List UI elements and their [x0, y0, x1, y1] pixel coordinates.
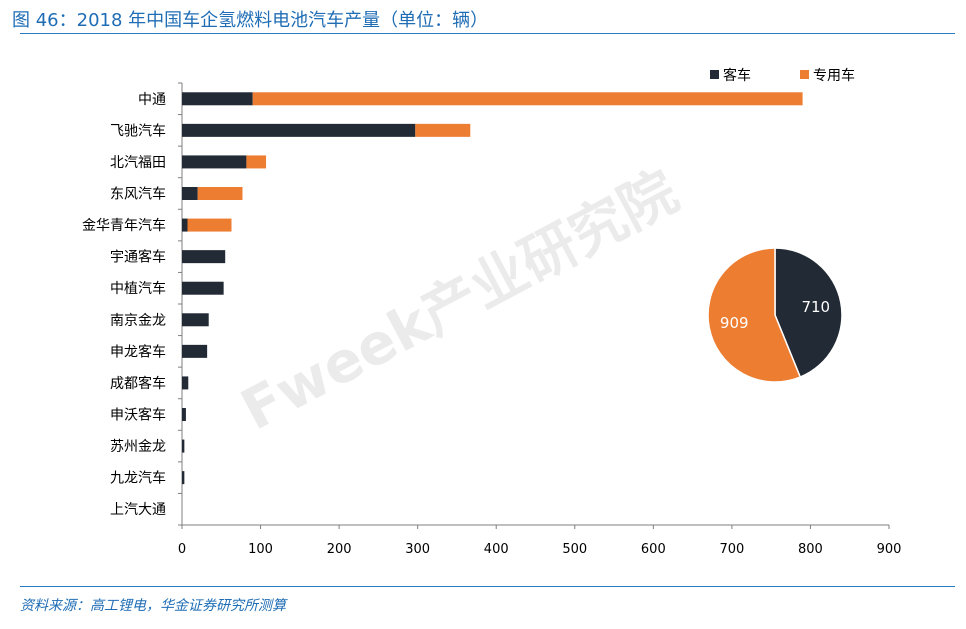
- bar-bus: [182, 344, 208, 358]
- bar-bus: [182, 218, 188, 232]
- bar-bus: [182, 408, 186, 421]
- category-label: 九龙汽车: [110, 470, 166, 487]
- category-label: 飞驰汽车: [110, 122, 166, 139]
- x-tick-label: 800: [798, 542, 823, 557]
- pie-value-label: 909: [720, 314, 749, 332]
- legend: 客车 专用车: [710, 67, 855, 84]
- bar-bus: [182, 281, 224, 295]
- bottom-rule: [20, 586, 955, 587]
- bar-bus: [182, 313, 209, 327]
- category-label: 苏州金龙: [110, 439, 166, 455]
- legend-label: 客车: [723, 67, 751, 84]
- bar-bus: [182, 471, 185, 485]
- bar-chart: 0 100 200 300 400 500 600 700 800 900 中通飞驰汽车北汽福田东风…: [82, 82, 902, 557]
- category-label: 金华青年汽车: [82, 217, 166, 234]
- bar-bus: [182, 155, 247, 169]
- bar-special: [415, 123, 471, 137]
- source-note: 资料来源：高工锂电，华金证券研究所测算: [20, 598, 286, 614]
- x-tick-label: 700: [719, 542, 744, 557]
- pie-slice-bus: [774, 247, 843, 379]
- x-tick-label: 200: [327, 542, 352, 557]
- category-label: 宇通客车: [110, 249, 166, 266]
- category-label: 申沃客车: [110, 407, 166, 424]
- legend-label: 专用车: [813, 67, 855, 84]
- x-tick-label: 300: [405, 542, 430, 557]
- bar-special: [197, 187, 243, 200]
- category-label: 北汽福田: [110, 155, 166, 171]
- x-tick-label: 0: [178, 542, 186, 557]
- bar-special: [187, 218, 232, 232]
- figure-title: 图 46：2018 年中国车企氢燃料电池汽车产量（单位：辆）: [12, 10, 489, 31]
- top-rule: [20, 33, 955, 34]
- legend-swatch: [710, 70, 719, 79]
- pie-value-label: 710: [801, 298, 830, 316]
- category-label: 南京金龙: [110, 313, 166, 329]
- x-tick-label: 100: [248, 542, 273, 557]
- x-tick-label: 600: [641, 542, 666, 557]
- category-label: 上汽大通: [110, 502, 166, 518]
- bar-bus: [182, 439, 185, 453]
- category-label: 中通: [138, 92, 166, 108]
- pie-chart: 710 909: [707, 247, 843, 383]
- bar-special: [252, 92, 803, 106]
- category-label: 成都客车: [110, 375, 166, 392]
- category-label: 东风汽车: [110, 186, 166, 203]
- legend-swatch: [800, 70, 809, 79]
- pie-slice-special: [707, 247, 802, 383]
- bar-bus: [182, 250, 226, 264]
- category-label: 申龙客车: [110, 343, 166, 360]
- bar-special: [246, 155, 267, 169]
- x-tick-label: 400: [484, 542, 509, 557]
- watermark-text: Fweek产业研究院: [231, 159, 688, 443]
- category-label: 中植汽车: [110, 280, 166, 297]
- x-tick-label: 500: [562, 542, 587, 557]
- bar-bus: [182, 123, 416, 137]
- bar-bus: [182, 187, 198, 200]
- x-tick-label: 900: [877, 542, 902, 557]
- bar-bus: [182, 92, 253, 106]
- bar-bus: [182, 376, 189, 390]
